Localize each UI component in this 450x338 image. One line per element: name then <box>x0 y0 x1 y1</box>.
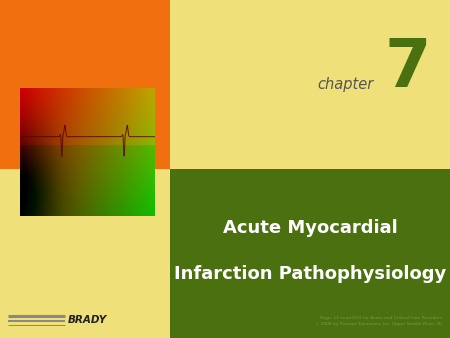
Bar <box>0 0 170 169</box>
Bar <box>170 0 450 169</box>
Bar <box>0 169 170 338</box>
Bar <box>170 169 450 338</box>
Text: Infarction Pathophysiology: Infarction Pathophysiology <box>174 265 446 283</box>
Text: Page, 12-Lead ECG for Acute and Critical Care Providers
© 2006 by Pearson Educat: Page, 12-Lead ECG for Acute and Critical… <box>315 316 442 326</box>
Text: 7: 7 <box>385 35 431 101</box>
Text: chapter: chapter <box>317 77 373 93</box>
Text: Acute Myocardial: Acute Myocardial <box>223 219 397 237</box>
Text: BRADY: BRADY <box>68 315 107 325</box>
